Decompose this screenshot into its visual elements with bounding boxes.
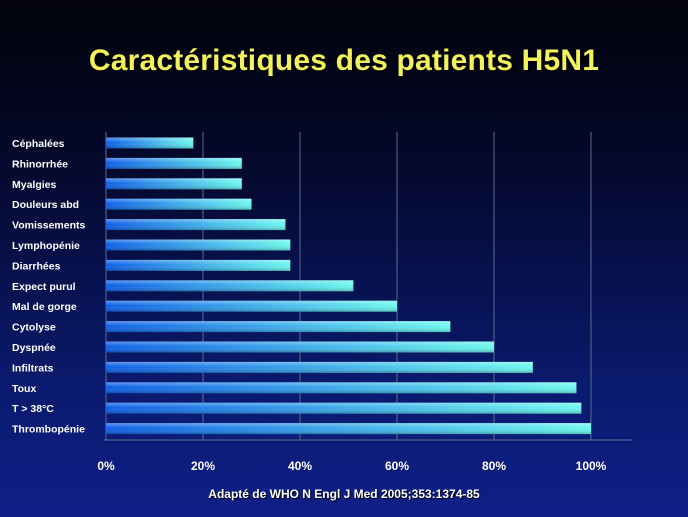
bar-shading xyxy=(106,239,291,251)
category-label: Douleurs abd xyxy=(12,199,79,211)
category-label: Rhinorrhée xyxy=(12,158,68,170)
category-label: Diarrhées xyxy=(12,260,61,272)
category-label: Dyspnée xyxy=(12,342,56,354)
bar-shading xyxy=(106,280,354,292)
category-label: T > 38°C xyxy=(12,403,54,415)
bar-shading xyxy=(106,341,494,353)
bar-shading xyxy=(106,423,591,435)
bar-shading xyxy=(106,361,533,373)
chart-title: Caractéristiques des patients H5N1 xyxy=(88,44,600,77)
x-axis-ticks: 0% 20% 40% 60% 80% 100% xyxy=(97,459,606,473)
x-tick-label: 100% xyxy=(576,459,607,473)
category-label: Infiltrats xyxy=(12,362,54,374)
bar-shading xyxy=(106,300,397,312)
category-labels: Céphalées Rhinorrhée Myalgies Douleurs abd V… xyxy=(12,138,85,436)
category-label: Vomissements xyxy=(12,220,85,232)
x-tick-label: 80% xyxy=(482,459,506,473)
bar-shading xyxy=(106,157,242,169)
bar-shading xyxy=(106,321,451,333)
bar-shading xyxy=(106,382,577,394)
category-label: Mal de gorge xyxy=(12,301,77,313)
bar-shading xyxy=(106,198,252,210)
category-label: Lymphopénie xyxy=(12,240,80,252)
category-label: Toux xyxy=(12,383,36,395)
bar-shading xyxy=(106,402,582,414)
x-tick-label: 60% xyxy=(385,459,409,473)
bar-shading xyxy=(106,259,291,271)
x-tick-label: 20% xyxy=(191,459,215,473)
bar-shading xyxy=(106,178,242,190)
category-label: Myalgies xyxy=(12,179,57,191)
x-tick-label: 40% xyxy=(288,459,312,473)
source-citation: Adapté de WHO N Engl J Med 2005;353:1374… xyxy=(208,487,480,501)
x-tick-label: 0% xyxy=(97,459,115,473)
category-label: Thrombopénie xyxy=(12,424,85,436)
category-label: Céphalées xyxy=(12,138,65,150)
bar-shading xyxy=(106,137,194,149)
category-label: Cytolyse xyxy=(12,322,56,334)
bars xyxy=(106,137,591,435)
category-label: Expect purul xyxy=(12,281,76,293)
bar-shading xyxy=(106,219,286,231)
